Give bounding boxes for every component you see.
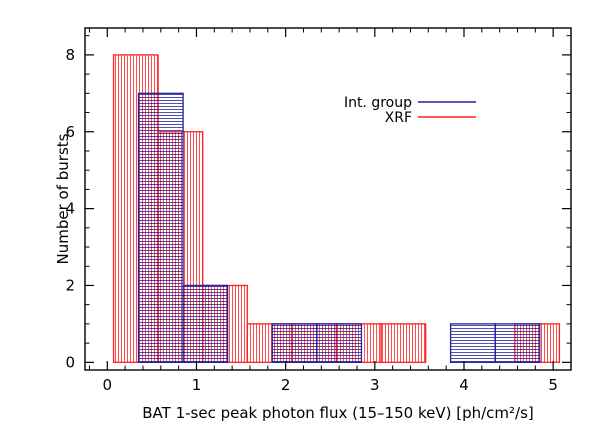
- x-tick-label: 5: [548, 376, 558, 394]
- x-axis-label: BAT 1-sec peak photon flux (15–150 keV) …: [142, 404, 534, 422]
- histogram-bar: [380, 323, 427, 363]
- histogram-bar: [316, 323, 363, 363]
- x-tick-label: 0: [103, 376, 113, 394]
- x-tick-label: 4: [459, 376, 469, 394]
- legend-label: XRF: [385, 110, 412, 126]
- axes: 0 1 2 3 4 5 0 2 4 6 8 BAT 1-sec peak photon flux (1…: [54, 27, 572, 422]
- legend-label: Int. group: [344, 95, 412, 111]
- histogram-bar: [182, 284, 229, 363]
- y-tick-label: 6: [65, 123, 75, 141]
- histogram-bar: [137, 92, 184, 363]
- y-tick-label: 4: [65, 200, 75, 218]
- int-group-bars: [137, 92, 541, 363]
- y-tick-label: 8: [65, 46, 75, 64]
- x-tick-label: 3: [370, 376, 380, 394]
- y-tick-label: 0: [65, 353, 75, 371]
- x-tick-label: 2: [281, 376, 291, 394]
- y-tick-label: 2: [65, 276, 75, 294]
- x-tick-label: 1: [192, 376, 202, 394]
- histogram-bar: [449, 323, 496, 363]
- histogram-bar: [494, 323, 541, 363]
- y-axis-label: Number of bursts: [54, 133, 72, 264]
- plot-frame: [84, 27, 572, 371]
- histogram-bar: [271, 323, 318, 363]
